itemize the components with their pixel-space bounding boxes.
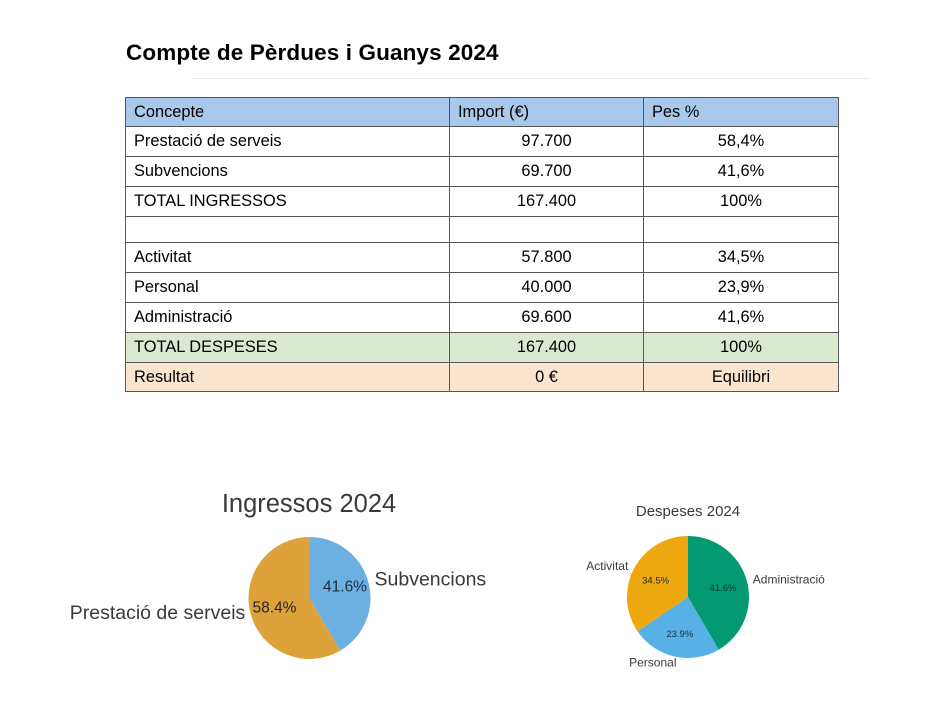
svg-text:58.4%: 58.4% xyxy=(253,600,297,617)
svg-text:Despeses 2024: Despeses 2024 xyxy=(636,503,740,520)
svg-text:Subvencions: Subvencions xyxy=(375,568,487,590)
svg-text:Administració: Administració xyxy=(753,573,825,587)
svg-text:41.6%: 41.6% xyxy=(710,583,737,594)
svg-text:41.6%: 41.6% xyxy=(323,578,367,595)
svg-text:Ingressos 2024: Ingressos 2024 xyxy=(222,490,396,518)
svg-text:Activitat: Activitat xyxy=(586,559,629,573)
svg-text:23.9%: 23.9% xyxy=(666,629,693,640)
svg-text:Personal: Personal xyxy=(629,656,676,670)
svg-text:Prestació de serveis: Prestació de serveis xyxy=(70,602,246,624)
svg-text:34.5%: 34.5% xyxy=(642,575,669,586)
